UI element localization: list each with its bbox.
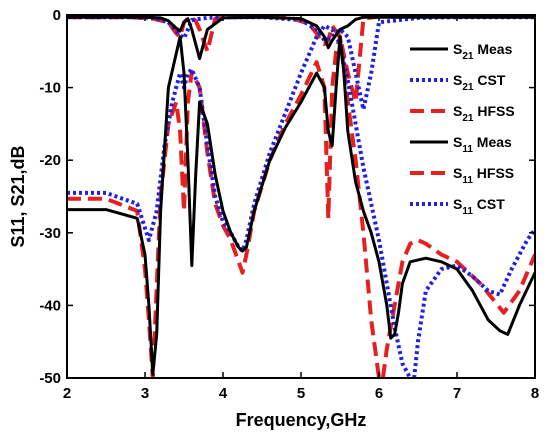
legend-entry: S21 Meas	[453, 41, 513, 62]
y-tick-label: -20	[39, 152, 61, 169]
series-line-3	[67, 23, 412, 378]
x-tick-label: 8	[531, 385, 539, 402]
y-tick-label: 0	[53, 7, 61, 24]
y-tick-label: -30	[39, 225, 61, 242]
x-axis-title: Frequency,GHz	[236, 410, 367, 430]
legend-entry: S21 CST	[453, 72, 506, 93]
y-tick-label: -50	[39, 370, 61, 387]
series-line-7	[67, 15, 535, 61]
x-tick-label: 5	[297, 385, 305, 402]
series-line-4	[412, 228, 535, 378]
legend-entry: S11 HFSS	[453, 165, 514, 186]
legend-entry: S11 Meas	[453, 134, 512, 155]
series-layer	[67, 15, 535, 378]
legend: S21 Meas S21 CST S21 HFSS S11 Meas S11 HFSS S…	[410, 41, 515, 217]
series-line-6	[67, 35, 535, 376]
ticks-layer	[66, 14, 536, 379]
x-tick-label: 6	[375, 385, 383, 402]
x-tick-label: 2	[63, 385, 71, 402]
y-tick-label: -40	[39, 297, 61, 314]
legend-entry: S11 CST	[453, 196, 505, 217]
tick-labels-layer: 2 3 4 5 6 7 8 0 -10 -20 -30 -40 -50	[39, 7, 539, 402]
y-axis-title: S11, S21,dB	[8, 145, 28, 247]
series-line-2	[67, 15, 535, 105]
legend-entry: S21 HFSS	[453, 103, 515, 124]
series-line-1	[380, 238, 535, 378]
y-tick-label: -10	[39, 80, 61, 97]
x-tick-label: 4	[219, 385, 228, 402]
x-tick-label: 3	[141, 385, 149, 402]
x-tick-label: 7	[453, 385, 461, 402]
